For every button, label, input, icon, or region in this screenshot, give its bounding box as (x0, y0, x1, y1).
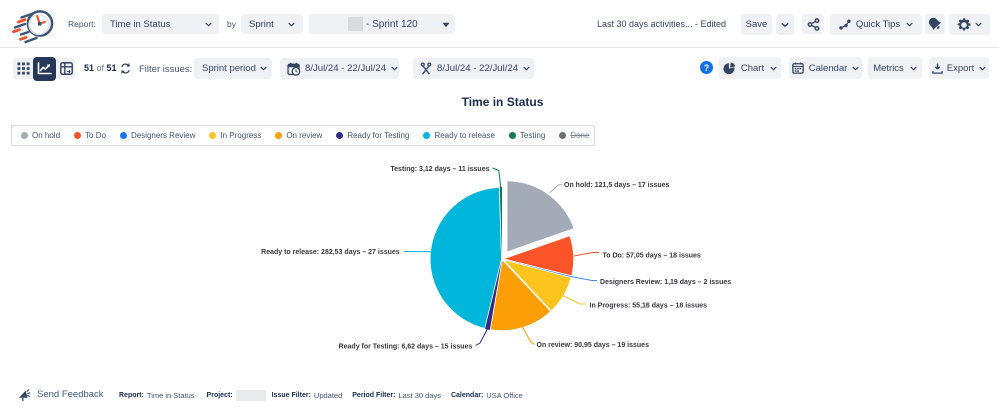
svg-text:On review: 90,95 days – 19 iss: On review: 90,95 days – 19 issues (537, 342, 650, 349)
svg-text:Ready to release: 282,53 days: Ready to release: 282,53 days – 27 issue… (261, 249, 400, 256)
svg-text:Designers Review: 1,19 days –: Designers Review: 1,19 days – 2 issues (600, 279, 731, 286)
svg-text:In Progress: 55,16 days – 18 i: In Progress: 55,16 days – 18 issues (590, 303, 708, 310)
svg-text:On hold: 121,5 days – 17 issue: On hold: 121,5 days – 17 issues (564, 182, 670, 189)
svg-text:To Do: 57,05 days – 18 issues: To Do: 57,05 days – 18 issues (603, 253, 701, 260)
svg-text:Testing: 3,12 days – 11 issues: Testing: 3,12 days – 11 issues (390, 166, 489, 173)
svg-text:Ready for Testing: 6,62 days –: Ready for Testing: 6,62 days – 15 issues (339, 344, 473, 351)
